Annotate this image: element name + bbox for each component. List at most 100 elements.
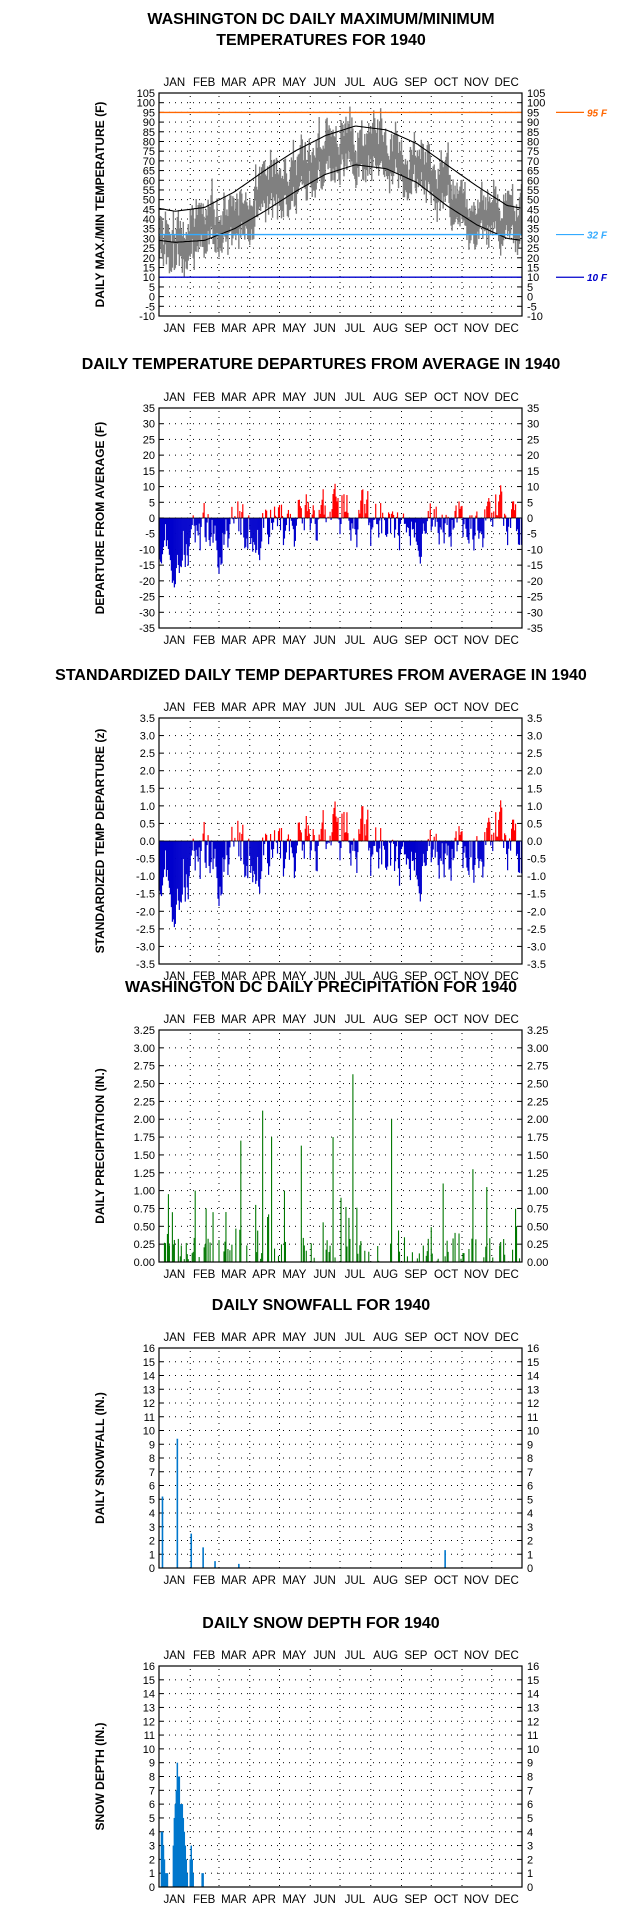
y-tick-label-left: -1.0 xyxy=(136,871,155,883)
y-tick-label-right: 10 xyxy=(527,482,539,494)
month-label-bottom: JUN xyxy=(313,1269,335,1281)
month-labels: JAN JAN FEB FEB MAR MAR APR APR MAY MAY JUN JUN JUL J… xyxy=(164,1014,519,1281)
y-tick-labels: 0.00 0.00 0.25 0.25 0.50 0.50 0.75 0.75 1.00 1.00… xyxy=(134,1025,549,1269)
y-tick-label-right: -10 xyxy=(527,311,543,323)
y-tick-label-right: 55 xyxy=(527,185,539,197)
y-tick-label-left: 25 xyxy=(143,434,155,446)
y-tick-label-right: 1.00 xyxy=(527,1186,548,1198)
y-tick-label-right: 0 xyxy=(527,1563,533,1575)
precip-bars xyxy=(158,1074,521,1262)
y-tick-label-left: 4 xyxy=(149,1827,155,1839)
month-label-bottom: JUN xyxy=(313,635,335,647)
y-tick-label-right: -3.0 xyxy=(527,941,546,953)
month-label-top: JAN xyxy=(164,77,186,89)
y-tick-label-left: 3.00 xyxy=(134,1043,155,1055)
y-tick-label-left: 0.50 xyxy=(134,1221,155,1233)
y-tick-label-left: 0.25 xyxy=(134,1239,155,1251)
y-tick-label-left: 0.5 xyxy=(140,818,155,830)
y-tick-label-left: 15 xyxy=(143,1675,155,1687)
grid-dots xyxy=(163,1033,518,1262)
y-tick-label-left: 95 xyxy=(143,107,155,119)
month-label-top: MAR xyxy=(221,392,247,404)
month-label-bottom: MAY xyxy=(282,1894,306,1906)
chart-precipitation: WASHINGTON DC DAILY PRECIPITATION FOR 19… xyxy=(93,979,548,1281)
y-tick-label-right: 35 xyxy=(527,224,539,236)
month-label-bottom: OCT xyxy=(434,1269,458,1281)
y-tick-label-right: 4 xyxy=(527,1508,533,1520)
y-tick-label-left: 9 xyxy=(149,1758,155,1770)
y-tick-label-left: 11 xyxy=(144,1412,155,1424)
y-axis-label: DEPARTURE FROM AVERAGE (F) xyxy=(93,422,107,614)
y-tick-label-right: 20 xyxy=(527,253,539,265)
y-tick-label-right: -2.0 xyxy=(527,906,546,918)
month-label-top: OCT xyxy=(434,1332,458,1344)
ref-label-32: 32 F xyxy=(587,231,608,242)
y-tick-label-right: 0.5 xyxy=(527,818,542,830)
snowdepth-bars xyxy=(160,1762,204,1887)
y-tick-label-right: -1.5 xyxy=(527,889,546,901)
y-tick-label-left: 16 xyxy=(143,1661,155,1673)
month-label-bottom: OCT xyxy=(434,971,458,983)
y-tick-label-right: 25 xyxy=(527,243,539,255)
y-tick-label-left: 8 xyxy=(149,1772,155,1784)
y-tick-label-left: 1 xyxy=(149,1868,155,1880)
month-label-top: FEB xyxy=(193,1332,216,1344)
month-label-bottom: AUG xyxy=(373,1269,398,1281)
plot-border xyxy=(158,1347,523,1569)
grid-dots xyxy=(163,1669,518,1886)
y-tick-label-left: 1.25 xyxy=(134,1168,155,1180)
month-label-top: MAR xyxy=(221,702,247,714)
month-label-top: JUL xyxy=(345,1332,366,1344)
month-label-bottom: OCT xyxy=(434,323,458,335)
y-tick-label-right: 0 xyxy=(527,513,533,525)
month-label-top: AUG xyxy=(373,1014,398,1026)
month-label-bottom: AUG xyxy=(373,1894,398,1906)
y-tick-label-left: 13 xyxy=(143,1384,155,1396)
y-tick-label-right: 1.0 xyxy=(527,801,542,813)
grid-dots xyxy=(163,1351,518,1568)
y-tick-label-right: 0.25 xyxy=(527,1239,548,1251)
y-tick-label-left: 7 xyxy=(149,1785,155,1797)
month-label-top: JUN xyxy=(313,1332,335,1344)
y-tick-label-left: 1.50 xyxy=(134,1150,155,1162)
y-tick-label-left: 85 xyxy=(143,127,155,139)
y-tick-label-left: 5 xyxy=(149,1813,155,1825)
month-label-top: FEB xyxy=(193,1650,216,1662)
month-label-bottom: AUG xyxy=(373,1575,398,1587)
plot-border xyxy=(158,407,523,629)
month-label-top: FEB xyxy=(193,1014,216,1026)
chart-standardized: STANDARDIZED DAILY TEMP DEPARTURES FROM … xyxy=(55,667,587,983)
y-tick-label-left: 15 xyxy=(143,466,155,478)
y-tick-label-right: -30 xyxy=(527,607,543,619)
y-tick-label-left: -2.0 xyxy=(136,906,155,918)
month-label-bottom: SEP xyxy=(404,635,427,647)
y-tick-label-right: 80 xyxy=(527,136,539,148)
month-label-top: AUG xyxy=(373,392,398,404)
month-label-top: OCT xyxy=(434,1650,458,1662)
month-label-top: APR xyxy=(252,1014,276,1026)
month-labels: JAN JAN FEB FEB MAR MAR APR APR MAY MAY JUN JUN JUL J… xyxy=(164,1650,519,1906)
month-label-bottom: FEB xyxy=(193,1894,216,1906)
y-tick-label-right: 8 xyxy=(527,1772,533,1784)
y-tick-label-left: 9 xyxy=(149,1439,155,1451)
month-label-top: JUL xyxy=(345,1650,366,1662)
month-label-bottom: MAY xyxy=(282,1269,306,1281)
y-tick-label-right: -5 xyxy=(527,529,537,541)
y-tick-label-left: 10 xyxy=(143,1744,155,1756)
month-label-top: JAN xyxy=(164,1332,186,1344)
month-label-top: MAR xyxy=(221,77,247,89)
chart-title: STANDARDIZED DAILY TEMP DEPARTURES FROM … xyxy=(55,667,587,684)
month-labels: JAN JAN FEB FEB MAR MAR APR APR MAY MAY JUN JUN JUL J… xyxy=(164,392,519,647)
y-tick-label-left: 65 xyxy=(143,166,155,178)
y-tick-label-right: 3.00 xyxy=(527,1043,548,1055)
month-label-bottom: APR xyxy=(252,971,276,983)
month-label-top: NOV xyxy=(464,702,489,714)
y-tick-label-left: 75 xyxy=(143,146,155,158)
month-label-top: JUN xyxy=(313,392,335,404)
month-label-bottom: NOV xyxy=(464,1269,489,1281)
month-label-bottom: OCT xyxy=(434,1894,458,1906)
y-tick-label-left: 30 xyxy=(143,419,155,431)
y-tick-label-left: 105 xyxy=(137,88,155,100)
y-tick-label-right: 0 xyxy=(527,292,533,304)
